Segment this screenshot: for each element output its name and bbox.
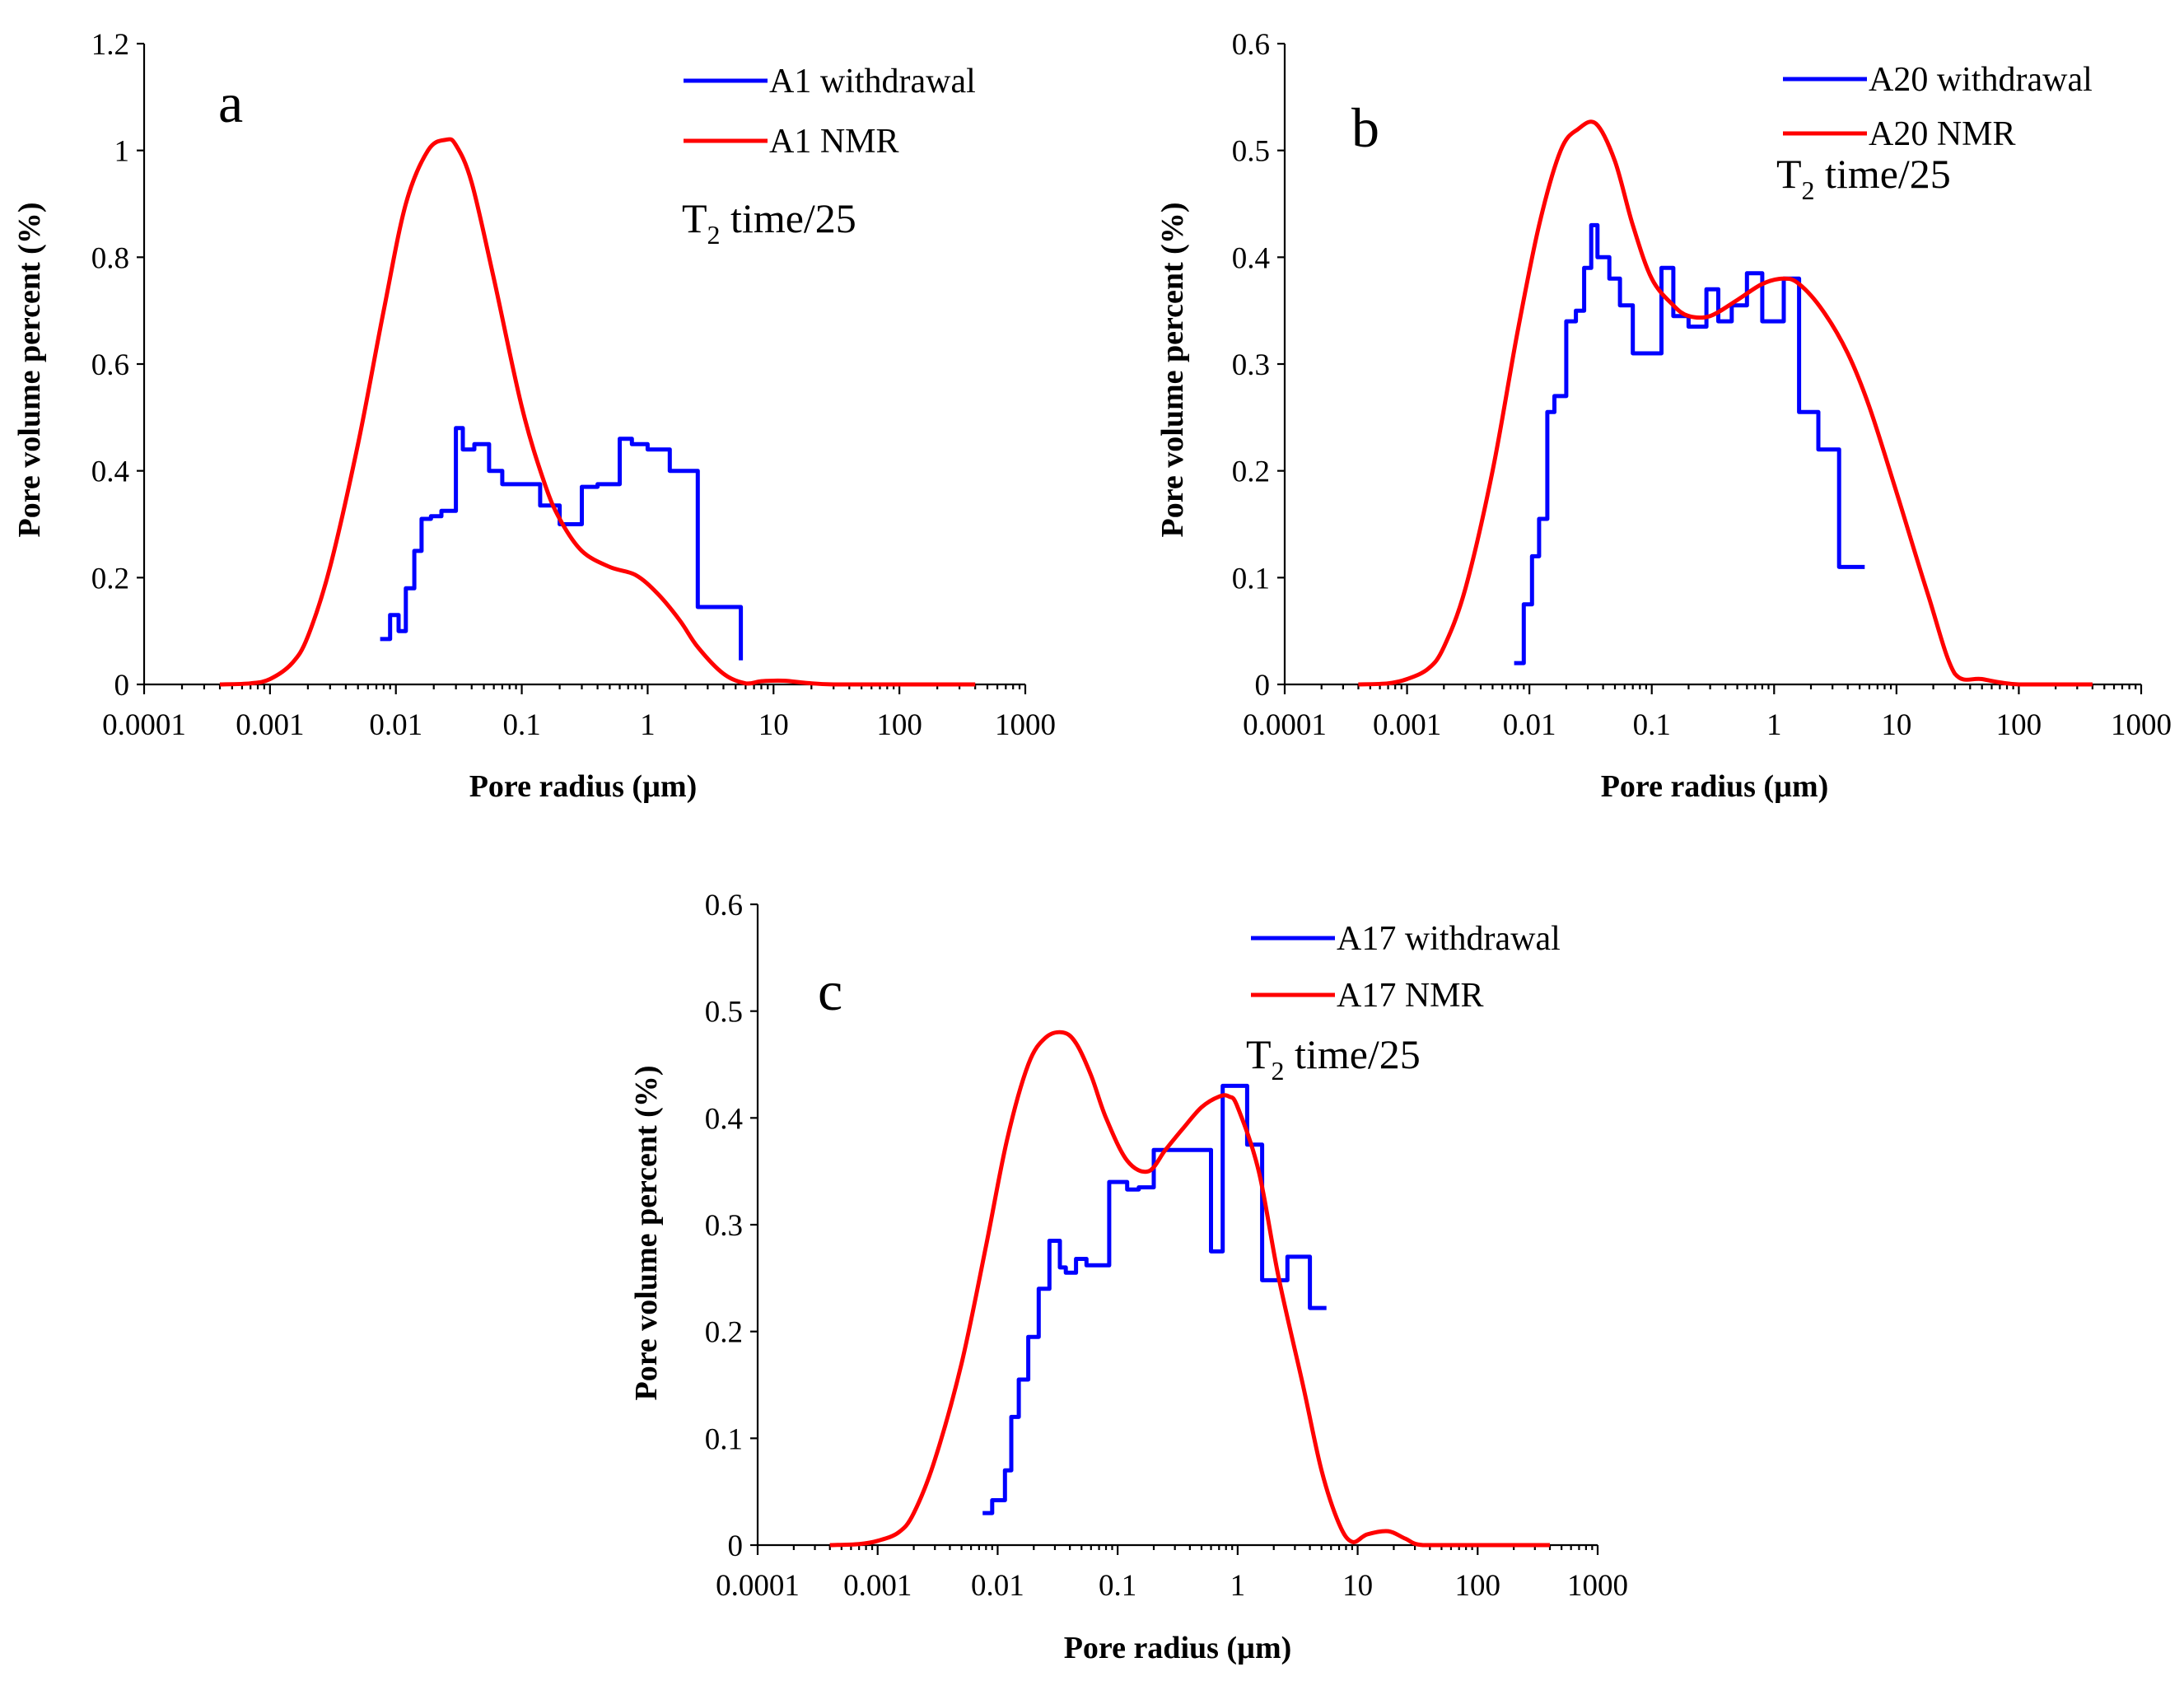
y-tick-label: 0.6 — [91, 348, 129, 382]
legend-label-nmr: A17 NMR — [1337, 977, 1484, 1015]
y-tick-label: 1.2 — [91, 28, 129, 62]
x-axis-label: Pore radius (µm) — [1601, 769, 1829, 804]
y-tick-label: 0.2 — [705, 1316, 743, 1350]
x-tick-label: 10 — [1881, 708, 1911, 742]
x-tick-label: 0.01 — [1503, 708, 1556, 742]
x-tick-label: 0.1 — [1633, 708, 1671, 742]
x-tick-label: 1 — [1766, 708, 1782, 742]
legend-label-nmr: A20 NMR — [1869, 115, 2016, 153]
x-tick-label: 1000 — [2111, 708, 2172, 742]
y-tick-label: 1 — [114, 135, 130, 169]
x-tick-label: 0.1 — [502, 708, 540, 742]
x-axis-label: Pore radius (µm) — [1064, 1631, 1292, 1665]
series-layer — [1358, 119, 2093, 687]
t2-annotation: T2 time/25 — [682, 195, 856, 250]
x-tick-label: 0.1 — [1099, 1569, 1136, 1603]
y-tick-label: 0.4 — [1232, 241, 1270, 275]
x-tick-label: 100 — [876, 708, 922, 742]
x-tick-label: 1000 — [995, 708, 1056, 742]
y-tick-label: 0.6 — [1232, 28, 1270, 62]
legend-label-withdrawal: A20 withdrawal — [1869, 61, 2093, 99]
y-tick-label: 0.1 — [1232, 562, 1270, 595]
y-axis-label: Pore volume percent (%) — [12, 203, 47, 538]
x-tick-label: 1 — [640, 708, 656, 742]
chart-panel-a: 0 0.2 0.4 0.6 0.8 1 1.2 0.0001 0.001 0.01 0.1 1 10 10… — [12, 28, 1056, 804]
series-line-a20-nmr — [1358, 119, 2093, 687]
x-axis-label: Pore radius (µm) — [469, 769, 698, 804]
tick-group: 0 0.1 0.2 0.3 0.4 0.5 0.6 0.0001 0.001 0.01 0.1 1 10… — [1232, 28, 2172, 742]
legend: A17 withdrawal A17 NMR — [1251, 920, 1561, 1015]
y-tick-label: 0.8 — [91, 241, 129, 275]
legend-label-nmr: A1 NMR — [769, 123, 899, 161]
series-line-a1-withdrawal — [380, 426, 744, 661]
x-tick-label: 10 — [1342, 1569, 1373, 1603]
x-tick-label: 10 — [758, 708, 789, 742]
panel-label-a: a — [218, 72, 243, 134]
series-layer — [219, 137, 976, 687]
x-tick-label: 0.0001 — [716, 1569, 800, 1603]
chart-panel-c: 0 0.1 0.2 0.3 0.4 0.5 0.6 0.0001 0.001 0.01 0.1 1 10… — [629, 889, 1628, 1665]
y-tick-label: 0 — [1255, 669, 1271, 703]
x-tick-label: 0.0001 — [1243, 708, 1327, 742]
y-tick-label: 0.5 — [1232, 135, 1270, 169]
x-tick-label: 1 — [1230, 1569, 1246, 1603]
series-layer — [829, 1030, 1550, 1548]
legend: A1 withdrawal A1 NMR — [684, 63, 976, 161]
y-tick-label: 0.3 — [705, 1209, 743, 1243]
x-tick-label: 0.0001 — [102, 708, 186, 742]
tick-group: 0 0.2 0.4 0.6 0.8 1 1.2 0.0001 0.001 0.01 0.1 1 10 10… — [91, 28, 1056, 742]
legend-label-withdrawal: A1 withdrawal — [769, 63, 976, 100]
y-tick-label: 0.4 — [91, 455, 129, 489]
x-tick-label: 100 — [1455, 1569, 1501, 1603]
y-tick-label: 0.4 — [705, 1102, 743, 1136]
x-tick-label: 100 — [1996, 708, 2042, 742]
y-tick-label: 0.3 — [1232, 348, 1270, 382]
t2-annotation: T2 time/25 — [1246, 1031, 1421, 1086]
legend-label-withdrawal: A17 withdrawal — [1337, 920, 1561, 958]
y-tick-label: 0 — [728, 1529, 744, 1563]
x-tick-label: 0.01 — [369, 708, 422, 742]
y-tick-label: 0.2 — [1232, 455, 1270, 489]
y-tick-label: 0.2 — [91, 562, 129, 595]
y-axis-label: Pore volume percent (%) — [1155, 203, 1190, 538]
legend: A20 withdrawal A20 NMR — [1783, 61, 2093, 153]
chart-panel-b: 0 0.1 0.2 0.3 0.4 0.5 0.6 0.0001 0.001 0.01 0.1 1 10… — [1155, 28, 2172, 804]
y-axis-label: Pore volume percent (%) — [629, 1066, 664, 1401]
panel-label-b: b — [1351, 96, 1379, 159]
x-tick-label: 0.001 — [843, 1569, 912, 1603]
series-line-a20-withdrawal — [1514, 222, 1865, 665]
x-tick-label: 0.001 — [1373, 708, 1441, 742]
tick-group: 0 0.1 0.2 0.3 0.4 0.5 0.6 0.0001 0.001 0.01 0.1 1 10… — [705, 889, 1628, 1603]
x-tick-label: 0.01 — [971, 1569, 1024, 1603]
panel-label-c: c — [818, 960, 842, 1022]
series-line-a17-nmr — [829, 1030, 1550, 1548]
y-tick-label: 0.5 — [705, 996, 743, 1030]
y-tick-label: 0.6 — [705, 889, 743, 922]
y-tick-label: 0.1 — [705, 1422, 743, 1456]
x-tick-label: 1000 — [1567, 1569, 1628, 1603]
series-line-a1-nmr — [219, 137, 976, 687]
t2-annotation: T2 time/25 — [1776, 151, 1951, 205]
x-tick-label: 0.001 — [236, 708, 304, 742]
y-tick-label: 0 — [114, 669, 130, 703]
series-line-a17-withdrawal — [982, 1083, 1327, 1515]
